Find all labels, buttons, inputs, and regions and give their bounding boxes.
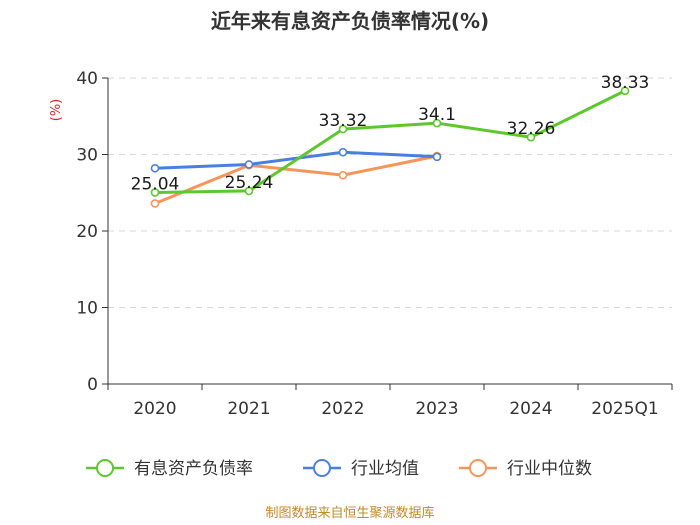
legend-marker bbox=[469, 459, 487, 477]
legend-marker bbox=[96, 459, 114, 477]
x-tick-labels: 2020 2021 2022 2023 2024 2025Q1 bbox=[133, 399, 658, 419]
data-label: 32.26 bbox=[507, 119, 556, 139]
data-point bbox=[150, 188, 160, 197]
gridlines bbox=[108, 77, 672, 308]
data-point bbox=[432, 152, 442, 162]
data-point bbox=[150, 199, 160, 208]
y-tick-label: 40 bbox=[76, 69, 98, 89]
legend-label: 行业中位数 bbox=[507, 459, 592, 479]
axes bbox=[102, 77, 673, 390]
data-point bbox=[338, 124, 348, 134]
chart-title: 近年来有息资产负债率情况(%) bbox=[211, 9, 489, 33]
data-point bbox=[338, 147, 348, 157]
legend-marker bbox=[313, 459, 331, 477]
x-tick-label: 2024 bbox=[509, 399, 552, 419]
data-point bbox=[244, 160, 254, 169]
data-point bbox=[338, 170, 348, 180]
legend-label: 有息资产负债率 bbox=[134, 459, 253, 479]
source-note: 制图数据来自恒生聚源数据库 bbox=[265, 505, 434, 521]
data-point bbox=[150, 163, 160, 173]
data-point bbox=[244, 186, 254, 196]
data-point bbox=[526, 132, 536, 142]
data-label: 38.33 bbox=[601, 73, 650, 93]
data-point bbox=[620, 86, 630, 96]
legend-label: 行业均值 bbox=[351, 459, 419, 479]
y-tick-labels: 0 10 20 30 40 bbox=[76, 69, 98, 395]
x-tick-label: 2021 bbox=[227, 399, 270, 419]
data-label: 25.04 bbox=[131, 174, 180, 194]
y-axis-unit-label: (%) bbox=[49, 99, 64, 122]
data-label: 25.24 bbox=[225, 173, 274, 193]
data-label: 33.32 bbox=[319, 111, 368, 131]
series-line bbox=[153, 154, 439, 205]
y-tick-label: 0 bbox=[87, 375, 98, 395]
series-lines bbox=[150, 86, 630, 208]
y-tick-label: 10 bbox=[76, 299, 98, 319]
x-tick-label: 2023 bbox=[415, 399, 458, 419]
y-tick-label: 30 bbox=[76, 146, 98, 166]
legend: 有息资产负债率 行业均值 行业中位数 bbox=[86, 459, 592, 479]
data-labels: 25.04 25.24 33.32 34.1 32.26 38.33 bbox=[131, 73, 650, 195]
data-label: 34.1 bbox=[418, 105, 456, 125]
x-tick-label: 2025Q1 bbox=[591, 399, 658, 419]
y-tick-label: 20 bbox=[76, 222, 98, 242]
x-tick-label: 2020 bbox=[133, 399, 176, 419]
x-tick-label: 2022 bbox=[321, 399, 364, 419]
series-line bbox=[153, 89, 627, 194]
data-point bbox=[432, 118, 442, 128]
